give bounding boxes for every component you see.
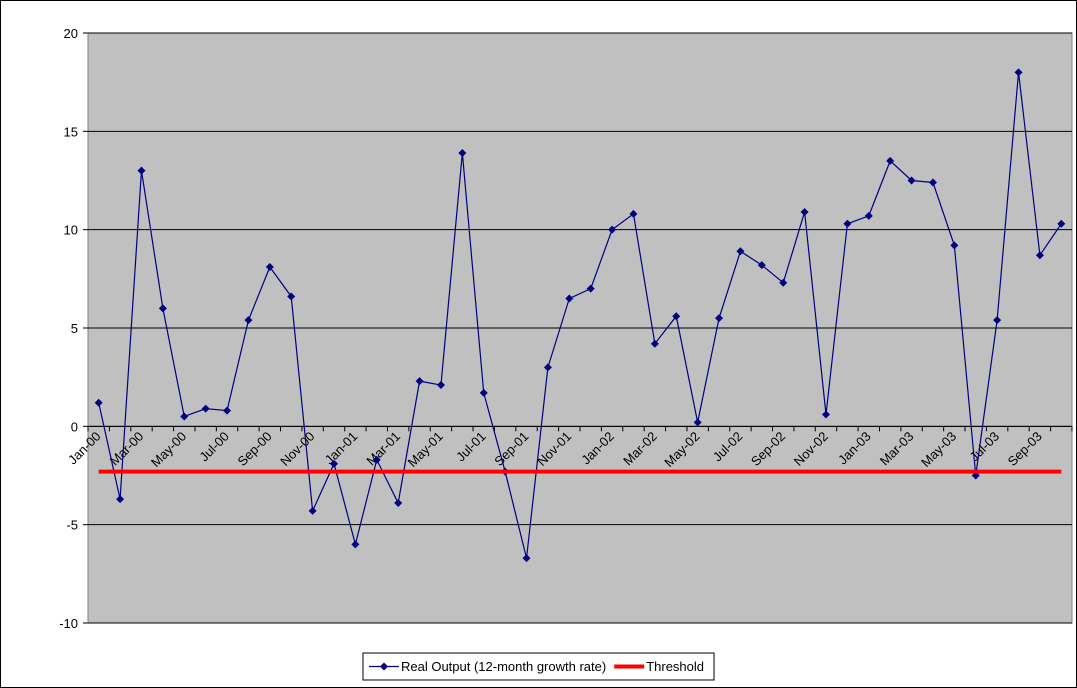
y-tick-label: 0: [71, 419, 78, 434]
data-point: [180, 412, 189, 421]
data-point: [223, 406, 232, 415]
legend-label: Real Output (12-month growth rate): [401, 659, 606, 674]
data-point: [950, 241, 959, 250]
data-point: [287, 292, 296, 301]
y-tick-label: 10: [64, 223, 78, 238]
data-point: [1014, 68, 1023, 77]
data-point: [137, 166, 146, 175]
legend-box: [362, 652, 715, 681]
data-point: [928, 178, 937, 187]
data-point: [94, 398, 103, 407]
data-point: [265, 263, 274, 272]
data-point: [800, 207, 809, 216]
data-point: [650, 339, 659, 348]
data-point: [843, 219, 852, 228]
data-point: [822, 410, 830, 419]
data-point: [543, 363, 552, 372]
data-point: [586, 284, 595, 293]
data-point: [736, 247, 745, 256]
data-point: [308, 506, 317, 515]
data-point: [672, 312, 681, 321]
y-tick-label: 5: [71, 321, 78, 336]
data-point: [158, 304, 167, 313]
y-tick-label: 15: [64, 124, 78, 139]
data-point: [1035, 251, 1044, 260]
data-point: [394, 499, 403, 508]
data-point: [757, 261, 766, 270]
data-point: [330, 459, 338, 468]
legend-marker: [379, 662, 388, 671]
data-point: [779, 278, 788, 287]
data-point: [351, 540, 360, 549]
data-point: [458, 148, 467, 157]
y-tick-label: -5: [66, 518, 78, 533]
series-line: [98, 72, 1062, 559]
data-point: [993, 316, 1002, 325]
data-point: [479, 388, 488, 397]
legend: Real Output (12-month growth rate) Thresh…: [362, 652, 715, 681]
y-tick-label: -10: [59, 616, 78, 631]
data-point: [244, 316, 253, 325]
data-point: [201, 404, 210, 413]
data-point: [522, 554, 531, 563]
y-tick-label: 20: [64, 26, 78, 41]
data-point: [415, 377, 424, 386]
data-point: [629, 209, 638, 218]
data-point: [565, 294, 574, 303]
data-point: [693, 418, 702, 427]
data-point: [116, 495, 125, 504]
data-point: [608, 225, 617, 234]
legend-label: Threshold: [646, 659, 704, 674]
data-point: [864, 211, 873, 220]
data-point: [907, 176, 916, 185]
data-point: [715, 314, 724, 323]
data-point: [372, 455, 381, 464]
data-point: [436, 381, 445, 390]
data-point: [886, 156, 895, 165]
data-point: [1057, 219, 1066, 228]
